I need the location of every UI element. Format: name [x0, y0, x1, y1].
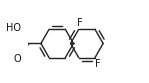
Text: F: F [77, 18, 83, 28]
Text: HO: HO [6, 23, 21, 33]
Text: F: F [95, 59, 100, 69]
Text: O: O [13, 54, 21, 64]
